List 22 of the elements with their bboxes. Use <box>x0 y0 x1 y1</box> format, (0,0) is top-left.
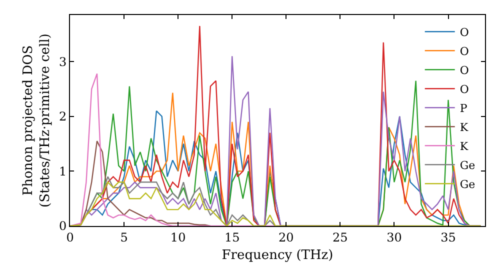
legend-label: P <box>460 102 468 115</box>
y-tick-label: 3 <box>58 54 67 69</box>
x-tick-label: 15 <box>224 230 240 244</box>
x-tick-label: 5 <box>120 230 128 244</box>
y-tick-label: 0 <box>58 219 67 234</box>
legend-label: K <box>460 140 469 153</box>
x-tick-label: 35 <box>440 230 456 244</box>
y-tick-label: 2 <box>58 110 67 124</box>
x-axis-title: Frequency (THz) <box>222 248 334 263</box>
legend-label: O <box>460 64 469 77</box>
x-tick-label: 25 <box>332 230 348 244</box>
x-tick-label: 30 <box>386 230 402 244</box>
legend-label: Ge <box>460 178 476 191</box>
legend-label: O <box>460 82 469 96</box>
legend-label: Ge <box>460 158 476 172</box>
x-tick-label: 10 <box>170 230 186 244</box>
legend-label: K <box>460 120 469 134</box>
legend-label: O <box>460 26 469 39</box>
y-tick-label: 1 <box>58 164 67 178</box>
x-tick-label: 20 <box>278 230 294 244</box>
y-axis-title: Phonon projected DOS (States/THz·primitive cell) <box>21 33 53 208</box>
legend-label: O <box>460 44 469 58</box>
